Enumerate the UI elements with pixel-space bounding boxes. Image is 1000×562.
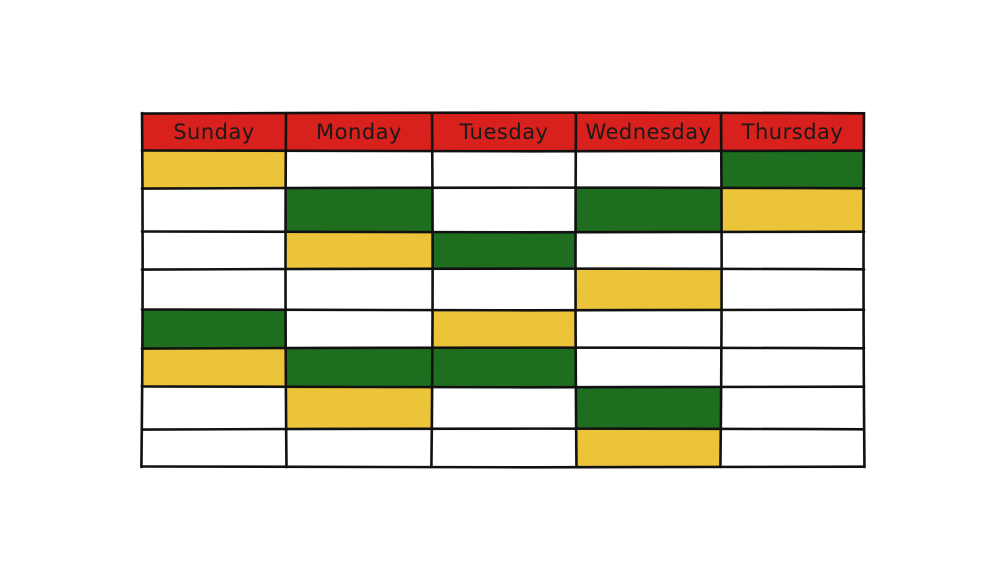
slot-cell-green — [576, 188, 721, 232]
row-line — [140, 111, 866, 115]
row-line — [140, 267, 866, 271]
row-line — [140, 308, 866, 312]
slot-cell-green — [432, 348, 576, 387]
slot-cell-empty — [721, 232, 864, 269]
slot-cell-yellow — [576, 269, 721, 310]
slot-cell-green — [286, 348, 432, 387]
slot-cell-empty — [432, 269, 576, 310]
slot-cell-green — [721, 151, 864, 188]
slot-cell-green — [576, 387, 721, 429]
column-line — [140, 111, 144, 469]
day-label-wednesday: Wednesday — [585, 120, 711, 144]
column-line — [862, 111, 866, 469]
day-label-monday: Monday — [316, 120, 402, 144]
slot-cell-empty — [721, 387, 864, 429]
slot-cell-empty — [432, 151, 576, 188]
grid-lines — [140, 111, 866, 469]
slot-cell-empty — [142, 269, 286, 310]
slot-cell-empty — [721, 310, 864, 348]
slot-cell-empty — [286, 429, 432, 467]
day-label-thursday: Thursday — [741, 120, 844, 144]
column-line — [574, 111, 578, 469]
slot-cell-yellow — [286, 387, 432, 429]
slot-cell-empty — [142, 232, 286, 269]
day-label-tuesday: Tuesday — [459, 120, 549, 144]
slot-cell-empty — [432, 387, 576, 429]
row-line — [140, 186, 866, 190]
slot-cell-yellow — [432, 310, 576, 348]
slot-cell-empty — [286, 310, 432, 348]
row-line — [140, 465, 866, 469]
row-line — [140, 385, 866, 389]
row-line — [140, 427, 866, 431]
slot-cell-empty — [721, 348, 864, 387]
row-line — [140, 346, 866, 350]
column-line — [430, 111, 434, 469]
slot-cell-empty — [432, 188, 576, 232]
slot-cell-green — [142, 310, 286, 348]
slot-cell-empty — [576, 310, 721, 348]
row-line — [140, 230, 866, 234]
slot-cell-yellow — [576, 429, 721, 467]
slot-cell-empty — [721, 269, 864, 310]
day-label-sunday: Sunday — [173, 120, 255, 144]
slot-cell-empty — [576, 151, 721, 188]
slot-cell-empty — [576, 348, 721, 387]
header-band — [142, 113, 864, 151]
column-line — [719, 111, 723, 469]
cell-fills — [142, 113, 864, 467]
slot-cell-yellow — [142, 151, 286, 188]
slot-cell-green — [432, 232, 576, 269]
slot-cell-empty — [286, 151, 432, 188]
slot-cell-empty — [286, 269, 432, 310]
slot-cell-green — [286, 188, 432, 232]
slot-cell-empty — [142, 188, 286, 232]
slot-cell-empty — [576, 232, 721, 269]
slot-cell-yellow — [721, 188, 864, 232]
row-line — [140, 149, 866, 153]
column-line — [284, 111, 288, 469]
slot-cell-empty — [721, 429, 864, 467]
slot-cell-yellow — [142, 348, 286, 387]
slot-cell-empty — [142, 429, 286, 467]
slot-cell-empty — [432, 429, 576, 467]
day-labels: Sunday Monday Tuesday Wednesday Thursday — [173, 120, 843, 144]
slot-cell-yellow — [286, 232, 432, 269]
slot-cell-empty — [142, 387, 286, 429]
